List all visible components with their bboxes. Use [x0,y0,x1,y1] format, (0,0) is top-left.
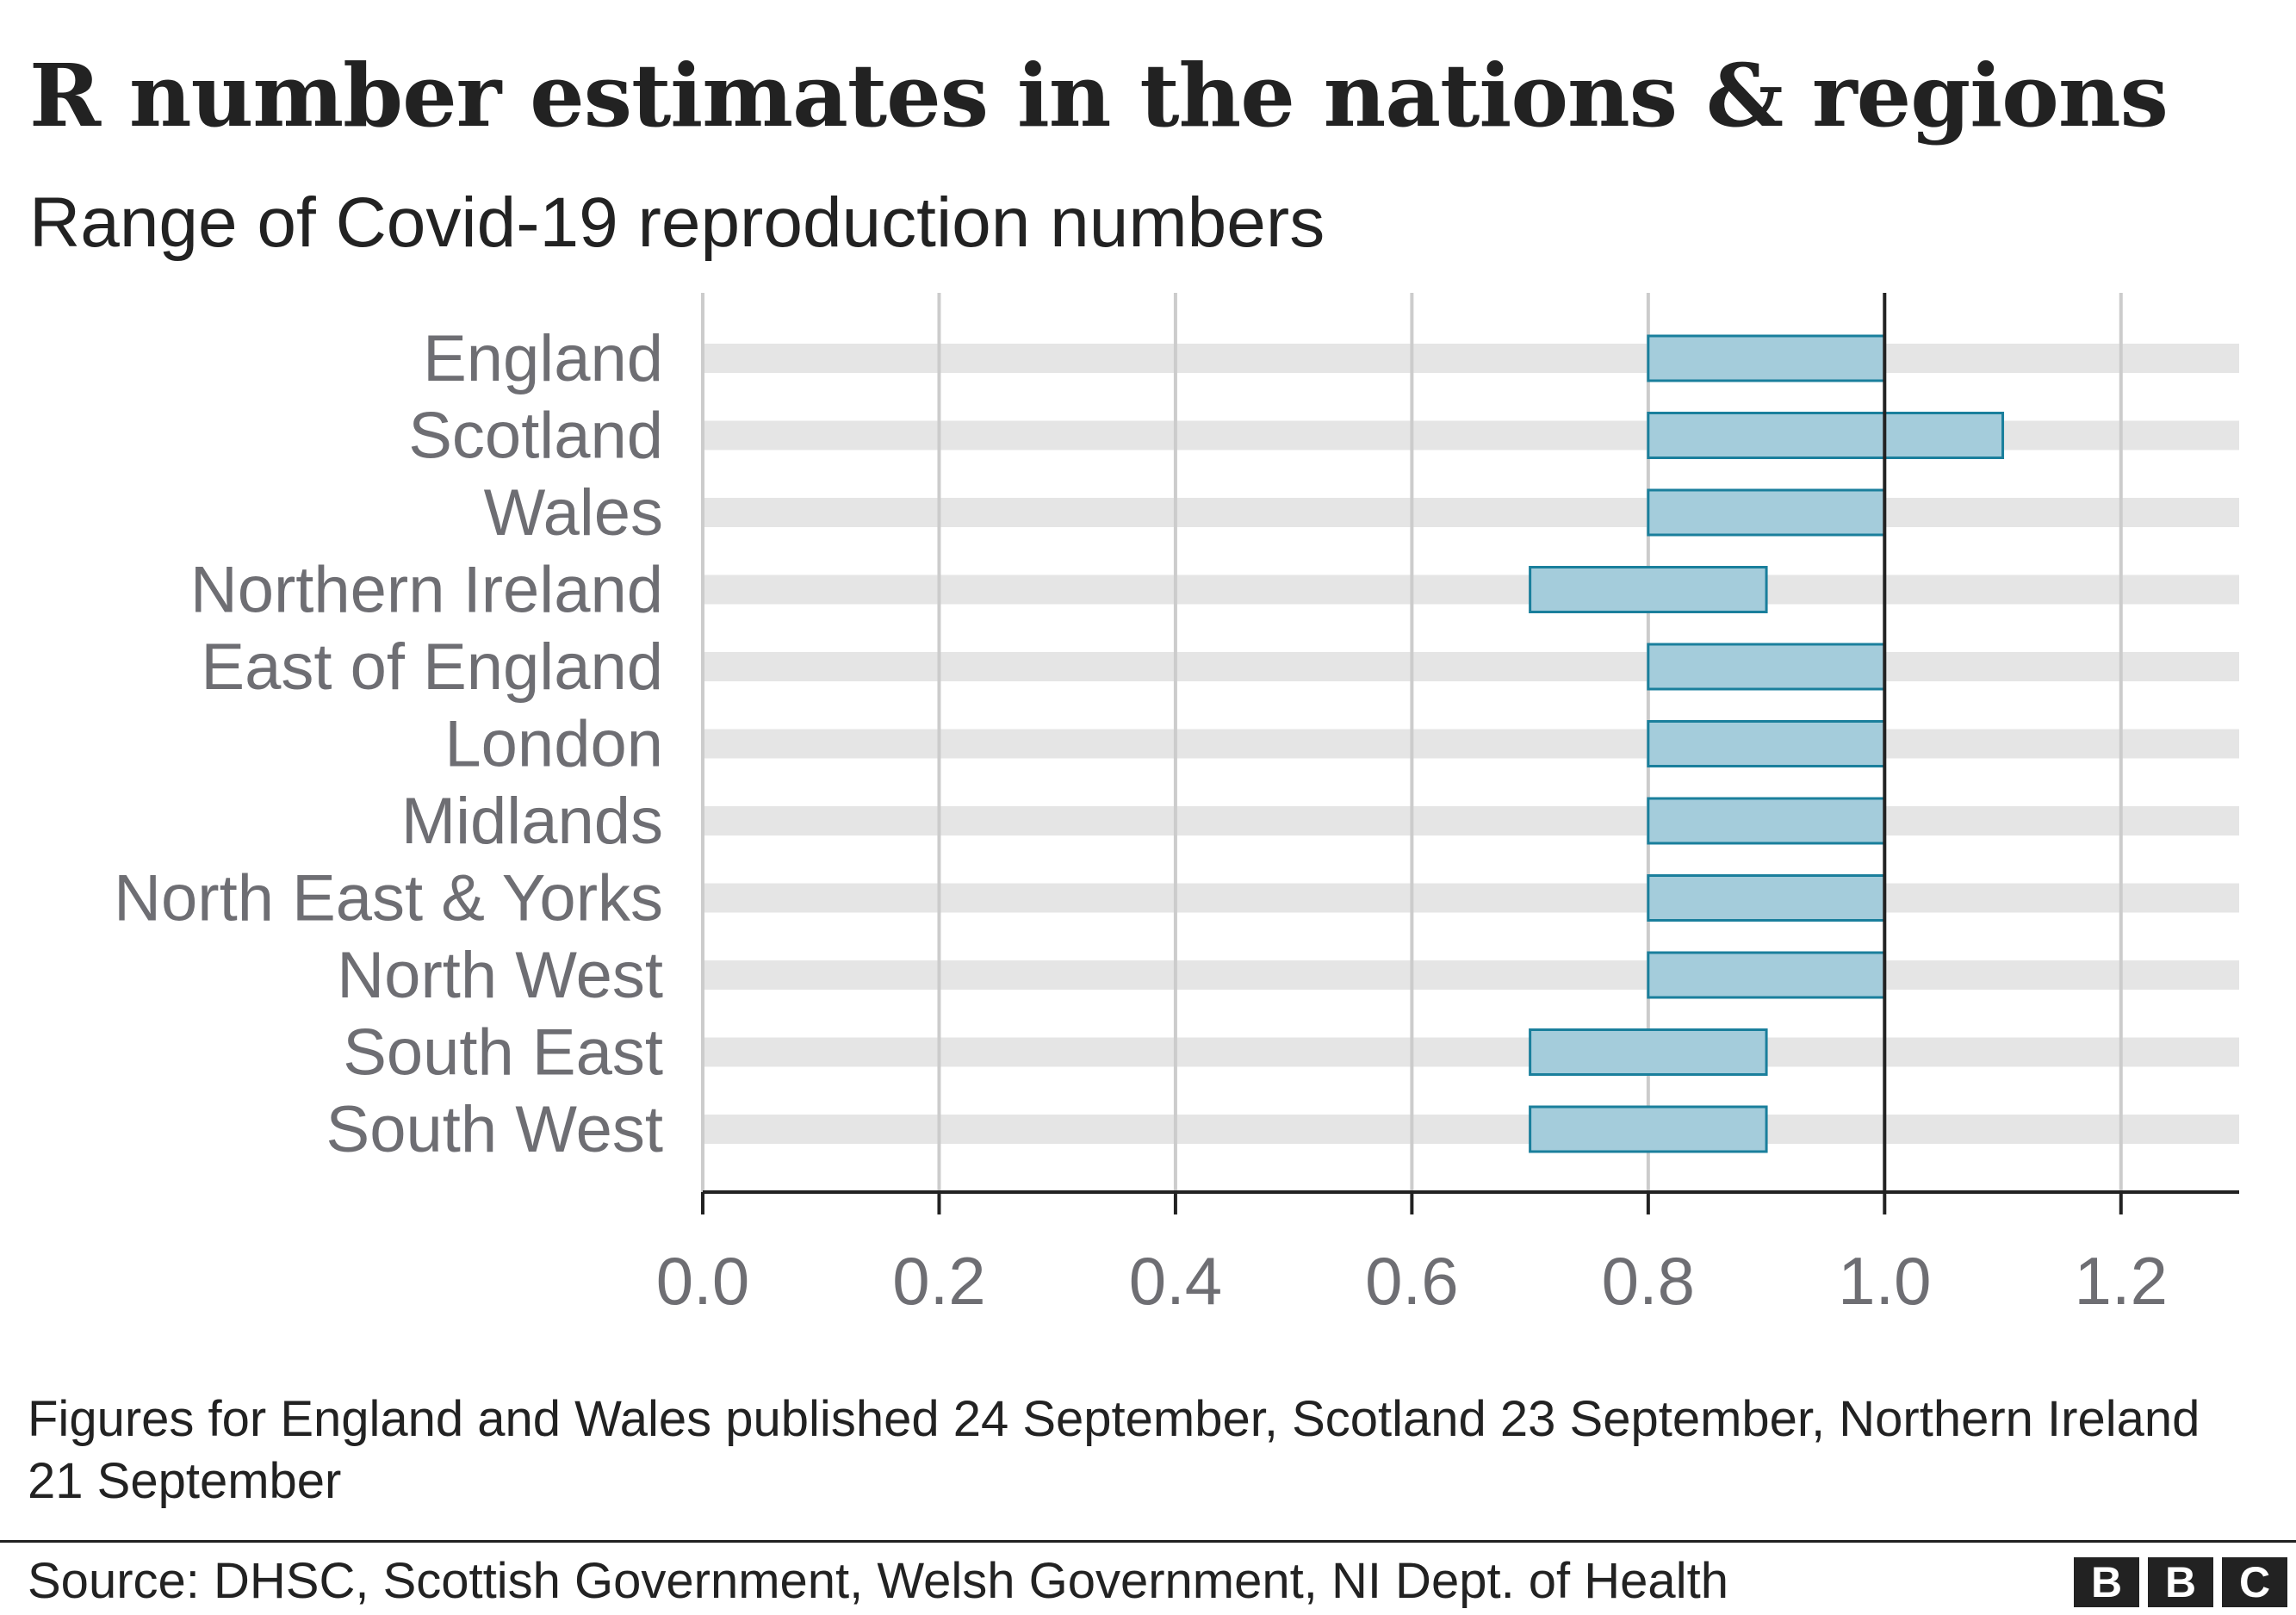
footnote: Figures for England and Wales published … [28,1391,2200,1509]
logo-letter: B [2074,1557,2139,1607]
row-band [703,883,2239,913]
range-bar [1647,334,1886,382]
row-band [703,344,2239,373]
row-band [703,729,2239,759]
x-tick-label: 0.0 [656,1243,749,1319]
bbc-logo: B B C [2074,1557,2287,1607]
range-bar [1647,412,2005,459]
range-bar [1647,874,1886,922]
logo-letter: C [2222,1557,2287,1607]
category-label: Wales [484,476,663,550]
category-label: East of England [201,630,663,704]
range-bar [1647,720,1886,767]
category-label: Scotland [408,400,663,473]
row-band [703,575,2239,605]
category-label: Midlands [401,785,663,858]
row-band [703,1037,2239,1067]
x-tick-label: 1.2 [2075,1243,2168,1319]
x-tick-label: 0.4 [1129,1243,1222,1319]
logo-letter: B [2148,1557,2213,1607]
range-bar [1529,566,1768,613]
row-band [703,960,2239,990]
category-label: London [444,708,663,781]
category-label: South West [326,1093,663,1166]
row-band [703,652,2239,681]
source-note: Source: DHSC, Scottish Government, Welsh… [28,1553,1728,1609]
category-label: England [423,322,663,395]
chart-title: R number estimates in the nations & regi… [29,45,2169,146]
row-band [703,498,2239,527]
category-label: Northern Ireland [190,554,663,627]
category-label: South East [343,1016,663,1090]
row-band [703,420,2239,450]
category-label: North East & Yorks [114,862,663,935]
range-bar [1647,643,1886,691]
chart-area: 0.0 0.2 0.4 0.6 0.8 1.0 1.2 EnglandScotlandWale… [114,293,2239,1319]
row-band [703,1115,2239,1144]
x-tick-label: 0.6 [1365,1243,1458,1319]
x-tick-label: 0.8 [1602,1243,1695,1319]
x-tick-label: 0.2 [892,1243,985,1319]
chart-subtitle: Range of Covid-19 reproduction numbers [29,183,1325,262]
range-bar [1647,951,1886,999]
x-tick-label: 1.0 [1838,1243,1931,1319]
row-band [703,806,2239,835]
divider [0,1540,2296,1543]
category-label: North West [337,939,663,1012]
range-bar [1529,1105,1768,1153]
range-bar [1647,797,1886,845]
range-bar [1647,488,1886,537]
range-bar [1529,1028,1768,1076]
